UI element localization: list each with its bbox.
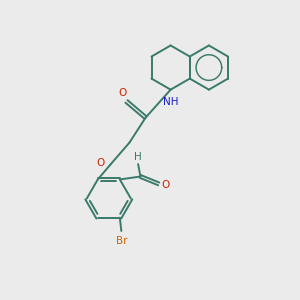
Text: O: O	[162, 180, 170, 190]
Text: NH: NH	[163, 97, 178, 107]
Text: H: H	[134, 152, 142, 162]
Text: O: O	[97, 158, 105, 168]
Text: Br: Br	[116, 236, 127, 246]
Text: O: O	[119, 88, 127, 98]
